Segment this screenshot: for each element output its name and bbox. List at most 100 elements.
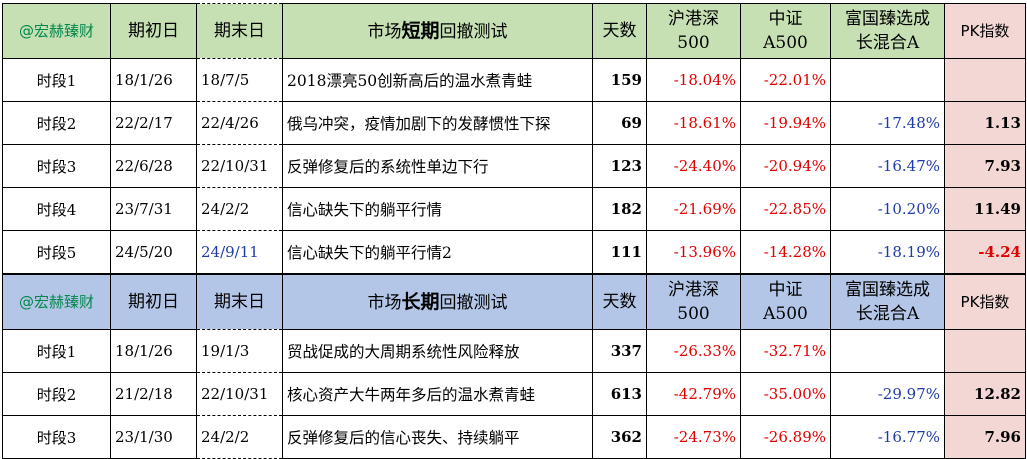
hs500-header-line2: 500 [677,33,710,53]
start-date: 22/6/28 [110,144,197,188]
start-date-header: 期初日 [110,273,197,330]
section-title-title-post: 回撤测试 [439,292,508,313]
days-header: 天数 [592,3,647,59]
start-date: 24/5/20 [110,230,197,275]
section-title-title-bold: 短期 [401,19,440,42]
days-count: 613 [592,372,647,416]
hs500-return: -13.96% [646,230,741,275]
table-row: 时段1 18/1/26 19/1/3 贸战促成的大周期系统性风险释放 337 -26.33… [2,329,1026,373]
days-count: 337 [592,329,647,373]
days-count: 182 [592,187,647,231]
hs500-return: -18.61% [646,101,741,145]
start-date: 22/2/17 [110,101,197,145]
start-date: 21/2/18 [110,372,197,416]
table-row: 时段2 22/2/17 22/4/26 俄乌冲突，疫情加剧下的发酵惯性下探 69 -18.… [2,101,1026,145]
days-count: 362 [592,415,647,459]
fund-header-line2: 长混合A [855,304,920,324]
hs500-return: -42.79% [646,372,741,416]
end-date-header: 期末日 [196,3,283,59]
a500-header-line1: 中证 [768,9,803,29]
fund-header: 富国臻选成长混合A [830,273,945,330]
pk-index-value: 7.96 [944,415,1026,459]
a500-header: 中证 A500 [740,273,831,330]
pk-index-header: PK指数 [944,273,1026,330]
days-header: 天数 [592,273,647,330]
segment-label: 时段5 [2,230,111,275]
author-handle: @宏赫臻财 [2,273,111,330]
days-count: 69 [592,101,647,145]
period-description: 贸战促成的大周期系统性风险释放 [282,329,593,373]
pk-index-value: 7.93 [944,144,1026,188]
a500-return: -22.01% [740,58,831,102]
end-date: 19/1/3 [196,329,283,373]
days-count: 123 [592,144,647,188]
hs500-return: -18.04% [646,58,741,102]
end-date: 22/10/31 [196,144,283,188]
fund-header-line1: 富国臻选成 [845,9,930,29]
hs500-header-line1: 沪港深 [668,9,719,29]
fund-header: 富国臻选成长混合A [830,3,945,59]
drawdown-table: @宏赫臻财 期初日 期末日 市场短期回撤测试 天数 沪港深 500 中证 A500 富国臻选成 长混… [2,3,1026,459]
table-row: 时段1 18/1/26 18/7/5 2018漂亮50创新高后的温水煮青蛙 159 -18… [2,58,1026,102]
table-row: 时段5 24/5/20 24/9/11 信心缺失下的躺平行情2 111 -13.96% -1… [2,230,1026,275]
pk-index-value [944,329,1026,373]
table-row: 时段3 22/6/28 22/10/31 反弹修复后的系统性单边下行 123 -24.40… [2,144,1026,188]
fund-header-line1: 富国臻选成 [845,280,930,300]
section-title: 市场长期回撤测试 [282,273,593,330]
period-description: 反弹修复后的信心丧失、持续躺平 [282,415,593,459]
table-row: 时段3 23/1/30 24/2/2 反弹修复后的信心丧失、持续躺平 362 -24.73… [2,415,1026,459]
section-title-title-pre: 市场 [367,21,402,42]
long_term-header-row: @宏赫臻财 期初日 期末日 市场长期回撤测试 天数 沪港深 500 中证 A500 富国臻选成 长混… [2,273,1026,330]
period-description: 反弹修复后的系统性单边下行 [282,144,593,188]
hs500-return: -24.40% [646,144,741,188]
section-title-title-pre: 市场 [367,292,402,313]
fund-return: -16.77% [830,415,945,459]
segment-label: 时段3 [2,415,111,459]
segment-label: 时段1 [2,329,111,373]
fund-return: -10.20% [830,187,945,231]
days-count: 111 [592,230,647,275]
pk-index-value [944,58,1026,102]
period-description: 核心资产大牛两年多后的温水煮青蛙 [282,372,593,416]
fund-header-line2: 长混合A [855,33,920,53]
a500-return: -22.85% [740,187,831,231]
end-date: 24/9/11 [196,230,283,275]
fund-return [830,58,945,102]
period-description: 俄乌冲突，疫情加剧下的发酵惯性下探 [282,101,593,145]
hs500-return: -26.33% [646,329,741,373]
end-date-header: 期末日 [196,273,283,330]
author-handle: @宏赫臻财 [2,3,111,59]
fund-return: -18.19% [830,230,945,275]
segment-label: 时段4 [2,187,111,231]
start-date: 23/7/31 [110,187,197,231]
a500-return: -14.28% [740,230,831,275]
hs500-header-line2: 500 [677,304,710,324]
segment-label: 时段3 [2,144,111,188]
fund-return: -29.97% [830,372,945,416]
segment-label: 时段2 [2,372,111,416]
end-date: 18/7/5 [196,58,283,102]
a500-return: -26.89% [740,415,831,459]
a500-return: -32.71% [740,329,831,373]
pk-index-value: -4.24 [944,230,1026,275]
table-row: 时段4 23/7/31 24/2/2 信心缺失下的躺平行情 182 -21.69% -22.… [2,187,1026,231]
pk-index-value: 1.13 [944,101,1026,145]
period-description: 信心缺失下的躺平行情2 [282,230,593,275]
hs500-return: -21.69% [646,187,741,231]
days-count: 159 [592,58,647,102]
a500-header-line2: A500 [763,304,808,324]
fund-return [830,329,945,373]
end-date: 24/2/2 [196,415,283,459]
end-date: 24/2/2 [196,187,283,231]
start-date: 18/1/26 [110,329,197,373]
a500-header-line1: 中证 [768,280,803,300]
start-date-header: 期初日 [110,3,197,59]
segment-label: 时段2 [2,101,111,145]
section-title-title-bold: 长期 [401,290,440,313]
fund-return: -16.47% [830,144,945,188]
hs500-return: -24.73% [646,415,741,459]
section-title: 市场短期回撤测试 [282,3,593,59]
a500-header: 中证 A500 [740,3,831,59]
a500-return: -35.00% [740,372,831,416]
pk-index-header: PK指数 [944,3,1026,59]
